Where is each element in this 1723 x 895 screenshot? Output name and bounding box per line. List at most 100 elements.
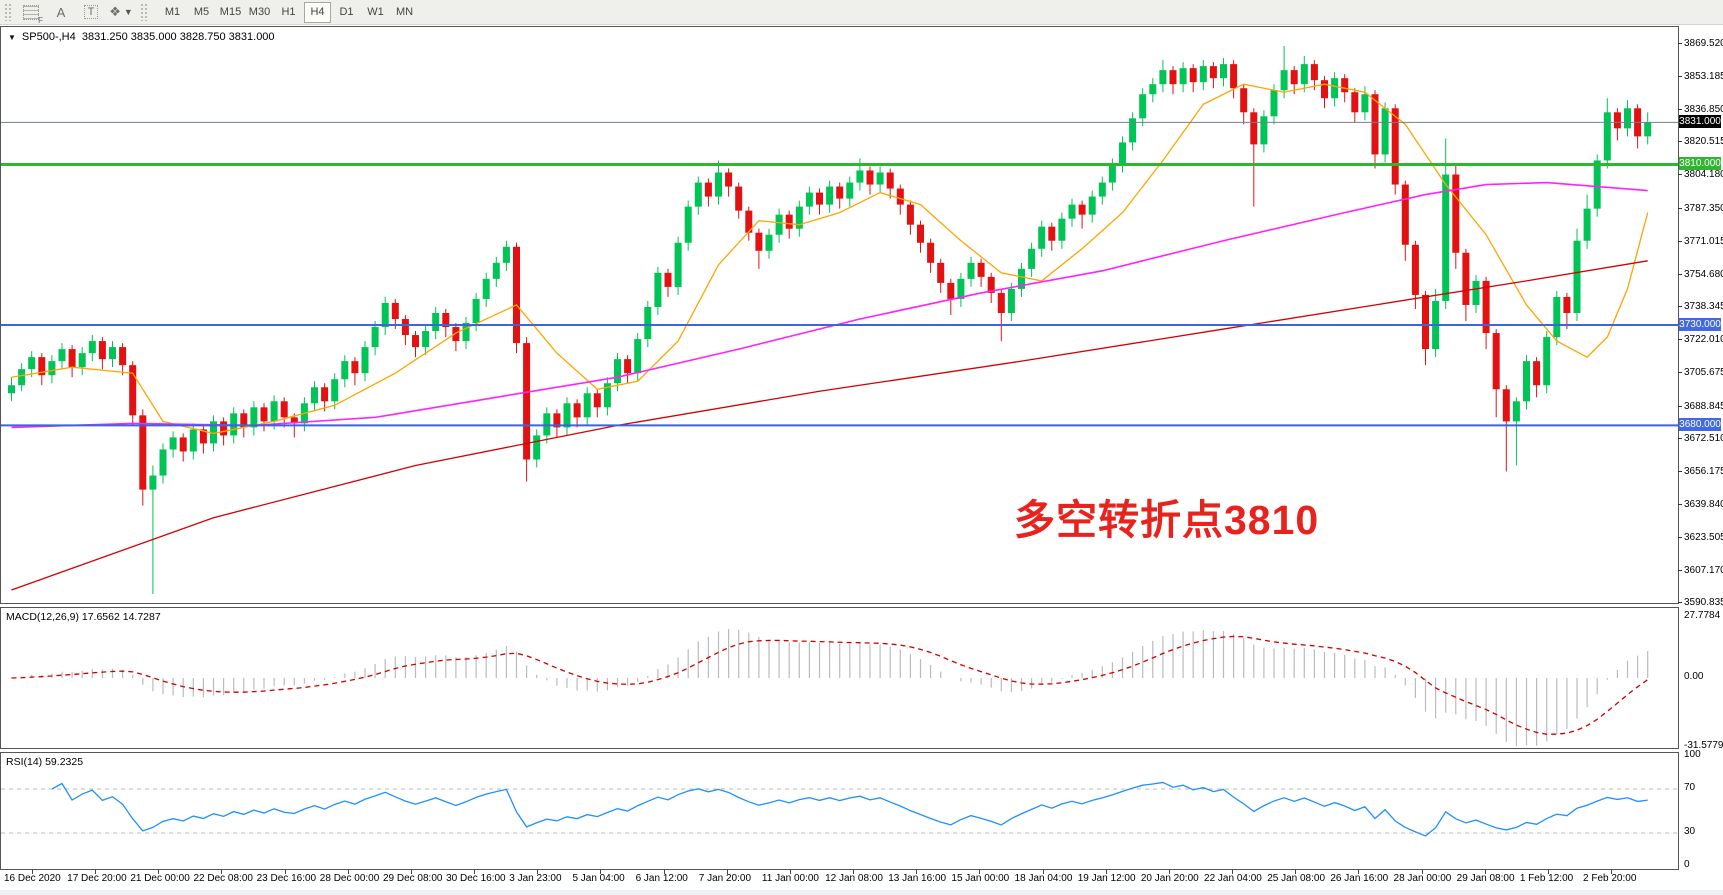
collapse-arrow-icon[interactable]: ▼ [8, 33, 16, 42]
time-axis-tick [789, 870, 791, 874]
time-axis-label: 18 Jan 04:00 [1014, 873, 1073, 884]
time-axis-tick [1421, 870, 1423, 874]
time-axis-label: 2 Feb 20:00 [1583, 873, 1637, 884]
fibonacci-tool-icon[interactable]: F [18, 2, 44, 25]
time-axis-label: 21 Dec 00:00 [130, 873, 190, 884]
arrows-tool-icon[interactable]: ❖ ▼ [108, 2, 134, 22]
time-axis-tick [347, 870, 349, 874]
time-axis-tick [726, 870, 728, 874]
time-axis-label: 23 Dec 16:00 [256, 873, 317, 884]
time-axis-tick [1168, 870, 1170, 874]
price-axis-label: 3590.835 [1678, 597, 1723, 608]
text-box-tool-icon[interactable]: T [78, 2, 104, 22]
rsi-axis-label: 100 [1684, 749, 1701, 760]
macd-axis-label: -31.5779 [1684, 740, 1723, 752]
time-axis-tick [1358, 870, 1360, 874]
price-level-badge: 3810.000 [1679, 156, 1721, 170]
time-axis-tick [979, 870, 981, 874]
time-axis-label: 12 Jan 08:00 [825, 873, 883, 884]
main-chart-panel[interactable] [0, 26, 1679, 604]
time-axis-tick [1611, 870, 1612, 874]
time-axis-label: 6 Jan 12:00 [635, 873, 688, 884]
timeframe-button-M5[interactable]: M5 [193, 6, 210, 18]
rsi-axis-label: 0 [1684, 859, 1690, 870]
time-axis-tick [1547, 870, 1549, 874]
timeframe-button-MN[interactable]: MN [395, 6, 414, 18]
timeframe-button-H4[interactable]: H4 [304, 1, 331, 23]
timeframe-button-H1[interactable]: H1 [281, 6, 296, 18]
timeframe-button-M30[interactable]: M30 [248, 6, 271, 18]
text-t-icon: T [83, 5, 99, 19]
time-axis-tick [474, 870, 476, 874]
time-axis-tick [32, 870, 33, 874]
candlestick-chart[interactable] [1, 27, 1678, 603]
time-axis-label: 30 Dec 16:00 [446, 873, 506, 884]
arrows-icon: ❖ [109, 4, 121, 19]
price-axis-label: 3771.015 [1678, 236, 1723, 247]
time-axis-label: 25 Jan 08:00 [1267, 873, 1326, 884]
timeframe-button-W1[interactable]: W1 [367, 6, 384, 18]
fibonacci-icon: F [23, 4, 43, 25]
time-axis-label: 26 Jan 16:00 [1330, 873, 1389, 884]
time-axis-tick [284, 870, 286, 874]
price-axis-label: 3672.510 [1678, 433, 1723, 444]
time-axis-label: 1 Feb 12:00 [1519, 873, 1574, 884]
rsi-chart[interactable] [1, 753, 1678, 869]
time-axis-label: 13 Jan 16:00 [888, 873, 947, 884]
time-axis-label: 11 Jan 00:00 [761, 873, 819, 884]
time-axis-label: 3 Jan 23:00 [509, 873, 562, 884]
macd-axis-label: 27.7784 [1684, 609, 1721, 621]
rsi-axis-label: 30 [1684, 826, 1696, 837]
time-axis-tick [1295, 870, 1297, 874]
price-level-badge: 3680.000 [1679, 417, 1721, 431]
timeframe-button-D1[interactable]: D1 [339, 6, 354, 18]
time-axis-tick [95, 870, 97, 874]
time-axis-label: 16 Dec 2020 [4, 873, 61, 884]
time-axis-tick [410, 870, 412, 874]
toolbar-drag-handle[interactable] [4, 3, 12, 21]
time-axis-label: 28 Jan 00:00 [1393, 873, 1452, 884]
price-axis-label: 3836.850 [1678, 104, 1723, 115]
price-axis-label: 3820.515 [1678, 136, 1723, 147]
price-axis-label: 3869.520 [1678, 38, 1723, 49]
symbol-period-label: SP500-,H4 [21, 31, 76, 43]
time-axis-tick [663, 870, 665, 874]
rsi-axis-label: 70 [1684, 782, 1696, 793]
time-axis-tick [600, 870, 602, 874]
price-axis-label: 3787.350 [1678, 203, 1723, 214]
price-axis-label: 3705.675 [1678, 367, 1723, 378]
price-axis-label: 3607.170 [1678, 565, 1723, 576]
price-level-badge: 3730.000 [1679, 317, 1721, 331]
timeframe-button-M15[interactable]: M15 [219, 6, 242, 18]
time-axis-tick [1042, 870, 1044, 874]
chart-symbol-title: ▼ SP500-,H4 3831.250 3835.000 3828.750 38… [8, 31, 275, 43]
macd-panel[interactable] [0, 607, 1679, 749]
time-axis-tick [853, 870, 855, 874]
window-bottom-edge [0, 890, 1723, 895]
time-axis-label: 20 Jan 20:00 [1140, 873, 1199, 884]
time-axis-label: 29 Jan 08:00 [1456, 873, 1515, 884]
time-axis-tick [916, 870, 918, 874]
time-axis-tick [158, 870, 160, 874]
price-axis-label: 3722.010 [1678, 334, 1723, 345]
price-axis-label: 3804.180 [1678, 169, 1723, 180]
time-axis-label: 19 Jan 12:00 [1077, 873, 1136, 884]
timeframe-button-M1[interactable]: M1 [164, 6, 181, 18]
time-axis-label: 17 Dec 20:00 [67, 873, 127, 884]
price-level-badge: 3831.000 [1679, 114, 1721, 128]
chart-annotation-text[interactable]: 多空转折点3810 [1014, 497, 1320, 543]
macd-chart[interactable] [1, 608, 1678, 748]
rsi-panel[interactable] [0, 752, 1679, 870]
macd-indicator-label: MACD(12,26,9) 17.6562 14.7287 [6, 611, 161, 623]
time-axis-label: 29 Dec 08:00 [382, 873, 443, 884]
time-axis-label: 15 Jan 00:00 [951, 873, 1010, 884]
toolbar: F A T ❖ ▼ M1 M5 M15 M30 H1 H4 D1 W1 MN [0, 0, 1723, 25]
text-label-tool-icon[interactable]: A [48, 2, 74, 22]
time-axis-tick [537, 870, 539, 874]
time-axis-label: 5 Jan 04:00 [572, 873, 625, 884]
rsi-indicator-label: RSI(14) 59.2325 [6, 756, 84, 768]
timeframe-button-group: M1 M5 M15 M30 H1 H4 D1 W1 MN [158, 1, 419, 23]
ohlc-values-label: 3831.250 3835.000 3828.750 3831.000 [81, 31, 275, 43]
chevron-down-icon: ▼ [123, 7, 133, 17]
